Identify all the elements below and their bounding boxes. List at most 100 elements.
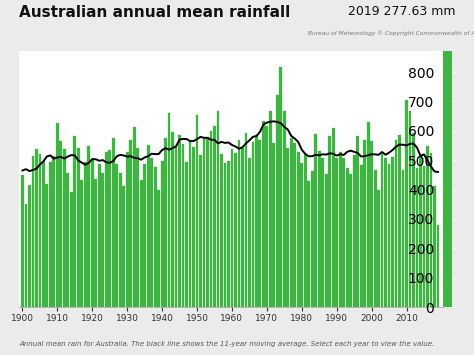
Bar — [370, 141, 373, 307]
Bar — [311, 171, 314, 307]
Bar — [356, 136, 359, 307]
Bar — [318, 151, 320, 307]
Bar — [119, 173, 122, 307]
Bar — [293, 143, 296, 307]
Bar — [405, 100, 408, 307]
Text: 2019 277.63 mm: 2019 277.63 mm — [347, 5, 455, 18]
Bar — [140, 180, 143, 307]
Bar — [32, 156, 34, 307]
Bar — [206, 137, 209, 307]
Bar — [363, 140, 366, 307]
Bar — [384, 158, 387, 307]
Bar — [349, 174, 352, 307]
Bar — [409, 111, 411, 307]
Bar — [133, 127, 136, 307]
Bar — [91, 160, 94, 307]
Bar — [437, 225, 439, 307]
Bar — [335, 158, 338, 307]
Bar — [84, 162, 87, 307]
Bar — [412, 133, 415, 307]
Bar — [101, 173, 104, 307]
Bar — [63, 149, 66, 307]
Bar — [112, 138, 115, 307]
Bar — [38, 154, 41, 307]
Bar — [109, 151, 111, 307]
Bar — [374, 170, 376, 307]
Bar — [189, 141, 191, 307]
Bar — [262, 121, 265, 307]
Bar — [258, 140, 261, 307]
Bar — [53, 156, 55, 307]
Bar — [81, 180, 83, 307]
Bar — [398, 136, 401, 307]
Bar — [416, 168, 419, 307]
Bar — [66, 173, 69, 307]
Bar — [290, 138, 293, 307]
Bar — [94, 179, 97, 307]
Bar — [192, 147, 195, 307]
Bar — [220, 154, 223, 307]
Bar — [21, 175, 24, 307]
Bar — [137, 148, 139, 307]
Bar — [328, 136, 331, 307]
Bar — [171, 132, 174, 307]
Bar — [269, 110, 272, 307]
Bar — [248, 158, 251, 307]
Bar — [175, 147, 177, 307]
Bar — [213, 126, 216, 307]
Bar — [56, 123, 59, 307]
Bar — [35, 149, 38, 307]
Bar — [202, 138, 205, 307]
Bar — [245, 133, 247, 307]
Bar — [367, 122, 370, 307]
Text: Australian annual mean rainfall: Australian annual mean rainfall — [19, 5, 290, 20]
Bar — [230, 149, 233, 307]
Bar — [433, 186, 436, 307]
Bar — [178, 135, 181, 307]
Bar — [276, 95, 279, 307]
Bar — [273, 143, 275, 307]
Text: Bureau of Meteorology © Copyright Commonwealth of Australia 2019: Bureau of Meteorology © Copyright Common… — [308, 30, 474, 36]
Bar — [168, 113, 171, 307]
Bar — [342, 158, 345, 307]
Bar — [196, 115, 199, 307]
Bar — [237, 140, 240, 307]
Bar — [360, 165, 363, 307]
Bar — [87, 146, 90, 307]
Bar — [77, 148, 80, 307]
Bar — [314, 134, 317, 307]
Bar — [143, 164, 146, 307]
Bar — [224, 163, 227, 307]
Bar — [429, 153, 432, 307]
Bar — [210, 131, 212, 307]
Bar — [301, 163, 303, 307]
Bar — [265, 126, 268, 307]
Bar — [164, 138, 167, 307]
Bar — [185, 162, 188, 307]
Bar — [283, 111, 286, 307]
Bar — [98, 164, 100, 307]
Bar — [46, 184, 48, 307]
Bar — [182, 144, 184, 307]
Bar — [147, 145, 149, 307]
Bar — [423, 166, 425, 307]
Bar — [280, 67, 282, 307]
Bar — [381, 154, 383, 307]
Bar — [217, 110, 219, 307]
Bar — [307, 181, 310, 307]
Bar — [426, 146, 429, 307]
Bar — [157, 190, 160, 307]
Bar — [49, 162, 52, 307]
Bar — [419, 156, 422, 307]
Bar — [391, 157, 394, 307]
Bar — [105, 152, 108, 307]
Bar — [255, 135, 258, 307]
Bar — [73, 136, 76, 307]
Bar — [353, 155, 356, 307]
Text: Annual mean rain for Australia. The black line shows the 11-year moving average.: Annual mean rain for Australia. The blac… — [19, 341, 434, 347]
Bar — [150, 158, 153, 307]
Bar — [126, 152, 128, 307]
Bar — [122, 186, 125, 307]
Bar — [401, 170, 404, 307]
Bar — [115, 164, 118, 307]
